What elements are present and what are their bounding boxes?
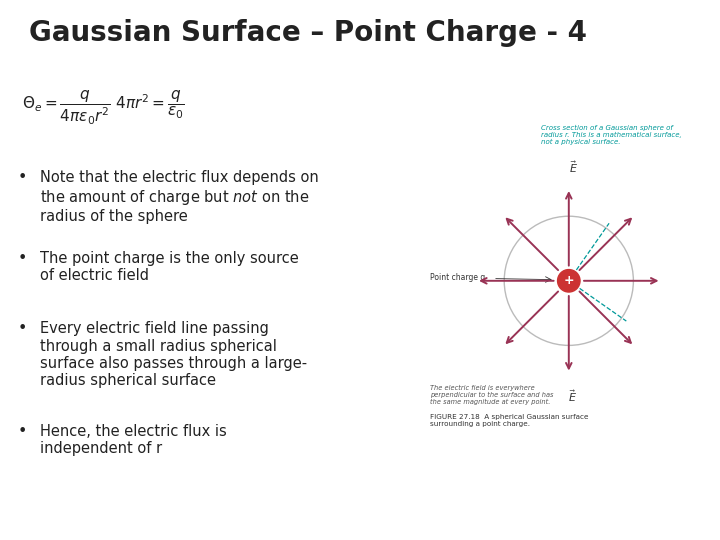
Text: •: • xyxy=(18,251,27,266)
Text: +: + xyxy=(564,274,574,287)
Text: The point charge is the only source
of electric field: The point charge is the only source of e… xyxy=(40,251,298,284)
Text: •: • xyxy=(18,170,27,185)
Text: $\vec{E}$: $\vec{E}$ xyxy=(569,159,578,175)
Circle shape xyxy=(557,269,580,292)
Text: •: • xyxy=(18,321,27,336)
Text: Note that the electric flux depends on
the amount of charge but $\mathit{not}$ o: Note that the electric flux depends on t… xyxy=(40,170,318,224)
Text: Gaussian Surface – Point Charge - 4: Gaussian Surface – Point Charge - 4 xyxy=(29,19,587,47)
Text: Every electric field line passing
through a small radius spherical
surface also : Every electric field line passing throug… xyxy=(40,321,307,388)
Text: Cross section of a Gaussian sphere of
radius r. This is a mathematical surface,
: Cross section of a Gaussian sphere of ra… xyxy=(541,125,681,145)
Text: Point charge q: Point charge q xyxy=(430,273,485,282)
Text: •: • xyxy=(18,424,27,439)
Text: The electric field is everywhere
perpendicular to the surface and has
the same m: The electric field is everywhere perpend… xyxy=(430,384,553,405)
Text: $\Theta_e = \dfrac{q}{4\pi\varepsilon_0 r^2}\ 4\pi r^2 = \dfrac{q}{\varepsilon_0: $\Theta_e = \dfrac{q}{4\pi\varepsilon_0 … xyxy=(22,89,184,127)
Text: FIGURE 27.18  A spherical Gaussian surface
surrounding a point charge.: FIGURE 27.18 A spherical Gaussian surfac… xyxy=(430,415,588,428)
Text: Hence, the electric flux is
independent of r: Hence, the electric flux is independent … xyxy=(40,424,226,456)
Text: $\vec{E}$: $\vec{E}$ xyxy=(567,389,577,404)
